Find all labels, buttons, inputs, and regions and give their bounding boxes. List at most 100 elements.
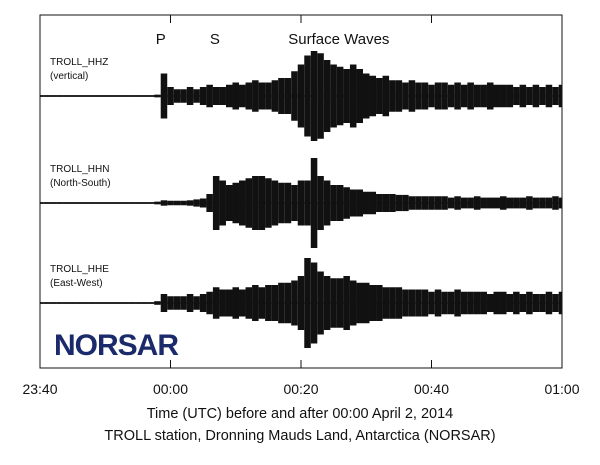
- amplitude: [552, 196, 559, 210]
- amplitude: [69, 302, 76, 304]
- amplitude: [460, 197, 468, 209]
- amplitude: [519, 294, 527, 312]
- amplitude: [317, 176, 324, 230]
- amplitude: [82, 202, 89, 204]
- amplitude: [219, 289, 226, 317]
- amplitude: [160, 200, 168, 206]
- amplitude: [291, 280, 298, 326]
- amplitude: [376, 285, 383, 321]
- amplitude: [558, 291, 562, 315]
- amplitude: [95, 302, 102, 304]
- amplitude: [199, 294, 207, 312]
- amplitude: [258, 82, 266, 110]
- amplitude: [88, 302, 96, 304]
- amplitude: [349, 189, 357, 217]
- amplitude: [271, 80, 279, 112]
- amplitude: [180, 200, 187, 206]
- amplitude: [245, 178, 253, 228]
- amplitude: [513, 291, 520, 315]
- amplitude: [343, 69, 350, 123]
- amplitude: [75, 95, 83, 97]
- amplitude: [252, 80, 259, 112]
- amplitude: [278, 282, 285, 324]
- amplitude: [186, 294, 194, 312]
- amplitude: [545, 197, 553, 209]
- phase-label: P: [156, 31, 166, 48]
- amplitude: [486, 197, 494, 209]
- amplitude: [513, 197, 520, 209]
- amplitude: [108, 202, 116, 204]
- amplitude: [82, 302, 89, 304]
- amplitude: [101, 202, 109, 204]
- amplitude: [232, 287, 240, 319]
- amplitude: [56, 95, 63, 97]
- amplitude: [121, 95, 129, 97]
- amplitude: [56, 302, 63, 304]
- amplitude: [421, 82, 429, 110]
- amplitude: [323, 276, 331, 330]
- amplitude: [415, 289, 422, 317]
- amplitude: [258, 176, 266, 230]
- amplitude: [88, 95, 96, 97]
- amplitude: [128, 302, 135, 304]
- amplitude: [330, 64, 337, 128]
- amplitude: [40, 302, 44, 304]
- x-tick-label: 23:40: [22, 381, 57, 397]
- amplitude: [369, 75, 377, 117]
- amplitude: [486, 294, 494, 312]
- amplitude: [467, 82, 474, 110]
- amplitude: [434, 82, 442, 110]
- amplitude: [317, 53, 324, 139]
- amplitude: [349, 64, 357, 128]
- amplitude: [167, 200, 174, 206]
- amplitude: [447, 84, 455, 108]
- amplitude: [206, 84, 213, 108]
- amplitude: [323, 180, 331, 226]
- amplitude: [369, 191, 377, 215]
- amplitude: [545, 84, 553, 108]
- amplitude: [173, 296, 181, 310]
- amplitude: [43, 202, 50, 204]
- amplitude: [330, 185, 337, 221]
- x-axis-title: Time (UTC) before and after 00:00 April …: [147, 406, 454, 422]
- amplitude: [460, 84, 468, 108]
- amplitude: [343, 276, 350, 330]
- amplitude: [421, 196, 429, 210]
- amplitude: [526, 196, 533, 210]
- amplitude: [310, 158, 318, 248]
- amplitude: [284, 182, 292, 224]
- amplitude: [101, 302, 109, 304]
- amplitude: [115, 202, 122, 204]
- amplitude: [519, 197, 527, 209]
- amplitude: [428, 291, 435, 315]
- amplitude: [147, 302, 155, 304]
- amplitude: [408, 196, 416, 210]
- x-tick-label: 00:40: [414, 381, 449, 397]
- amplitude: [62, 202, 70, 204]
- amplitude: [558, 197, 562, 209]
- amplitude: [115, 95, 122, 97]
- amplitude: [480, 291, 487, 315]
- amplitude: [101, 95, 109, 97]
- amplitude: [62, 95, 70, 97]
- amplitude: [219, 180, 226, 226]
- amplitude: [454, 289, 461, 317]
- amplitude: [167, 296, 174, 310]
- amplitude: [304, 258, 311, 348]
- amplitude: [310, 51, 318, 141]
- amplitude: [454, 82, 461, 110]
- amplitude: [441, 82, 448, 110]
- amplitude: [206, 194, 213, 212]
- amplitude: [336, 278, 344, 328]
- amplitude: [265, 178, 272, 228]
- amplitude: [154, 201, 161, 205]
- amplitude: [193, 199, 200, 207]
- amplitude: [154, 301, 161, 305]
- amplitude: [245, 82, 253, 110]
- logo: NORSAR: [54, 329, 179, 362]
- amplitude: [376, 78, 383, 114]
- amplitude: [532, 84, 540, 108]
- amplitude: [147, 202, 155, 204]
- amplitude: [160, 294, 168, 312]
- amplitude: [480, 84, 487, 108]
